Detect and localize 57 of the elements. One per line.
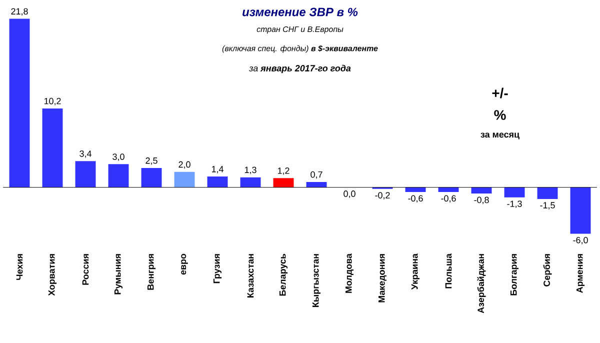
x-tick-label: Венгрия	[147, 254, 156, 290]
bar	[273, 178, 294, 188]
data-label: 3,4	[80, 150, 92, 158]
data-label: -0,6	[441, 195, 456, 203]
bar	[240, 177, 261, 188]
data-label: -0,6	[408, 195, 423, 203]
x-tick-label: Россия	[82, 254, 89, 285]
x-tick-label: Болгария	[510, 254, 519, 296]
x-tick-label: Сербия	[543, 254, 552, 286]
x-tick-label: Румыния	[114, 254, 123, 294]
bar	[42, 108, 63, 188]
data-label: 0,7	[310, 171, 322, 179]
bar	[207, 176, 228, 188]
data-label: 2,5	[146, 157, 158, 165]
bar	[504, 187, 525, 198]
data-label: -6,0	[573, 236, 588, 244]
data-label: -0,8	[474, 196, 489, 204]
x-tick-label: евро	[181, 254, 188, 275]
data-label: 1,3	[244, 166, 256, 174]
x-tick-label: Украина	[411, 253, 420, 290]
bar	[537, 187, 558, 199]
bar	[438, 187, 459, 192]
annotation: за месяц	[480, 132, 520, 140]
bar	[108, 164, 129, 188]
x-tick-label: Беларусь	[279, 254, 288, 296]
x-tick-label: Казахстан	[247, 254, 254, 298]
annotation: %	[494, 110, 506, 120]
data-label: 0,0	[344, 190, 356, 198]
x-tick-label: Польша	[445, 253, 452, 288]
x-tick-label: Грузия	[213, 254, 222, 284]
data-label: 10,2	[44, 98, 61, 106]
bar	[9, 18, 30, 188]
data-label: 2,0	[178, 161, 190, 169]
x-tick-label: Македония	[378, 254, 386, 302]
data-label: 21,8	[11, 8, 28, 16]
annotation: +/-	[492, 88, 508, 98]
data-label: 1,4	[212, 166, 224, 174]
bar	[306, 182, 327, 188]
bar	[141, 168, 162, 188]
x-tick-label: Азербайджан	[477, 254, 486, 314]
bar	[471, 187, 492, 194]
bar	[174, 172, 195, 188]
bar	[405, 187, 426, 192]
x-tick-label: Молдова	[346, 253, 354, 293]
bar	[75, 161, 96, 188]
x-tick-label: Чехия	[16, 254, 23, 280]
data-label: -1,5	[540, 202, 555, 210]
bar	[570, 187, 591, 234]
data-label: -1,3	[507, 200, 522, 208]
x-tick-label: Армения	[576, 254, 585, 293]
annotation: за январь 2017-го года	[249, 64, 351, 74]
chart-title: изменение ЗВР в %	[242, 8, 358, 16]
data-label: 1,2	[278, 167, 290, 175]
x-tick-label: Кыргызстан	[312, 254, 321, 307]
data-label: 3,0	[112, 154, 124, 161]
data-label: -0,2	[375, 192, 390, 200]
x-tick-label: Хорватия	[48, 254, 57, 296]
